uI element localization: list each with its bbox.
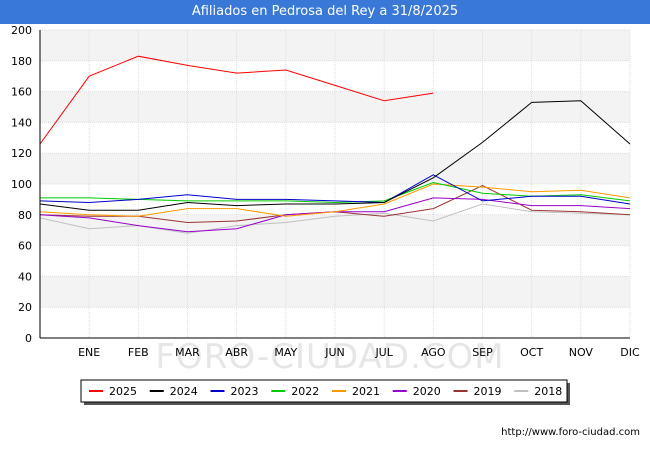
y-axis-ticks: 0 20 40 60 80 100 120 140 160 180 200: [11, 24, 32, 345]
legend-label-2020: 2020: [413, 385, 441, 398]
y-tick-label: 80: [18, 209, 32, 222]
series-line-2024: [39, 100, 631, 211]
x-tick-label: JUN: [324, 346, 345, 359]
y-tick-label: 40: [18, 270, 32, 283]
grid-band: [40, 30, 630, 61]
y-tick-label: 20: [18, 301, 32, 314]
x-tick-label: ABR: [225, 346, 248, 359]
legend-label-2025: 2025: [109, 385, 137, 398]
legend-label-2018: 2018: [534, 385, 562, 398]
x-tick-label: NOV: [569, 346, 594, 359]
chart-title: Afiliados en Pedrosa del Rey a 31/8/2025: [0, 0, 650, 24]
x-tick-label: ENE: [78, 346, 100, 359]
series-line-2023: [39, 174, 631, 205]
series-lines: [39, 55, 631, 234]
x-tick-label: AGO: [421, 346, 446, 359]
series-line-2025: [39, 55, 434, 145]
y-tick-label: 180: [11, 55, 32, 68]
y-tick-label: 100: [11, 178, 32, 191]
legend-box: [80, 379, 568, 403]
legend-label-2021: 2021: [352, 385, 380, 398]
legend-label-2023: 2023: [231, 385, 259, 398]
x-tick-label: JUL: [374, 346, 393, 359]
y-tick-label: 140: [11, 116, 32, 129]
y-tick-label: 120: [11, 147, 32, 160]
legend-label-2022: 2022: [291, 385, 319, 398]
y-tick-label: 60: [18, 240, 32, 253]
x-tick-label: SEP: [472, 346, 493, 359]
x-tick-label: MAR: [175, 346, 200, 359]
x-tick-label: FEB: [128, 346, 149, 359]
legend-label-2024: 2024: [170, 385, 198, 398]
x-tick-label: DIC: [620, 346, 640, 359]
axes: [39, 30, 630, 339]
x-tick-label: OCT: [520, 346, 543, 359]
watermark-text: FORO-CIUDAD.COM: [155, 337, 504, 377]
legend-label-2019: 2019: [474, 385, 502, 398]
legend: 2025 2024 2023 2022 2021 2020 2019 2018: [80, 379, 570, 405]
x-axis-ticks: ENE FEB MAR ABR MAY JUN JUL AGO SEP OCT NOV DIC: [78, 346, 640, 359]
y-tick-label: 0: [25, 332, 32, 345]
y-tick-label: 200: [11, 24, 32, 37]
y-tick-label: 160: [11, 86, 32, 99]
series-line-2021: [39, 183, 631, 217]
source-url: http://www.foro-ciudad.com: [501, 427, 640, 438]
x-tick-label: MAY: [274, 346, 297, 359]
